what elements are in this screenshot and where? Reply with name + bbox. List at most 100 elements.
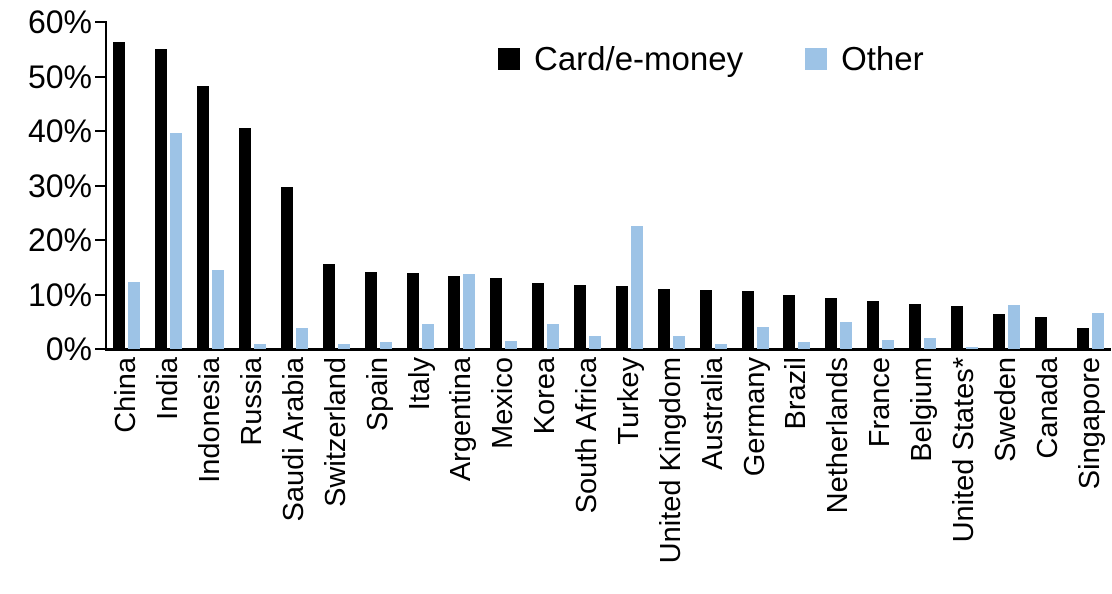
- bar-card-e-money: [909, 304, 922, 349]
- bar-other: [924, 338, 937, 349]
- bar-card-e-money: [113, 42, 126, 349]
- x-label-cell: Korea: [525, 357, 567, 434]
- x-axis-label: China: [110, 357, 143, 433]
- x-label-cell: Saudi Arabia: [274, 357, 316, 521]
- x-label-cell: Australia: [692, 357, 734, 470]
- bar-card-e-money: [741, 291, 754, 349]
- bar-card-e-money: [699, 290, 712, 349]
- bar-other: [714, 343, 727, 349]
- card-e-money-swatch-icon: [498, 47, 520, 70]
- legend-label-card-e-money: Card/e-money: [534, 40, 744, 77]
- x-axis-line: [105, 348, 1111, 351]
- y-axis-tick: [95, 75, 106, 78]
- bar-other: [170, 132, 183, 349]
- bar-group: [860, 22, 902, 349]
- x-axis-label: Belgium: [906, 357, 939, 462]
- x-label-cell: Russia: [232, 357, 274, 446]
- bar-other: [463, 273, 476, 349]
- x-label-cell: Sweden: [985, 357, 1027, 462]
- x-axis-label: Turkey: [612, 357, 645, 445]
- x-label-cell: South Africa: [567, 357, 609, 513]
- x-label-cell: Canada: [1027, 357, 1069, 459]
- x-label-cell: France: [860, 357, 902, 447]
- bar-group: [274, 22, 316, 349]
- x-label-cell: Spain: [357, 357, 399, 431]
- legend-label-other: Other: [841, 40, 924, 77]
- x-axis-labels: China India Indonesia Russia Saudi Arabia Swi…: [106, 357, 1111, 589]
- bar-group: [106, 22, 148, 349]
- bar-group: [1027, 22, 1069, 349]
- x-label-cell: Turkey: [609, 357, 651, 445]
- other-swatch-icon: [805, 47, 828, 70]
- x-axis-label: Sweden: [989, 357, 1022, 462]
- x-axis-label: Netherlands: [822, 357, 855, 514]
- x-label-cell: Brazil: [776, 357, 818, 430]
- y-axis-tick-label: 40%: [27, 113, 92, 149]
- x-label-cell: India: [148, 357, 190, 420]
- bar-other: [756, 327, 769, 349]
- bar-group: [190, 22, 232, 349]
- bar-group: [650, 22, 692, 349]
- x-axis-label: United Kingdom: [654, 357, 687, 564]
- x-label-cell: Switzerland: [315, 357, 357, 507]
- bar-group: [483, 22, 525, 349]
- bar-group: [734, 22, 776, 349]
- bar-card-e-money: [1076, 327, 1089, 349]
- x-axis-label: India: [152, 357, 185, 420]
- x-label-cell: China: [106, 357, 148, 433]
- x-axis-label: France: [864, 357, 897, 448]
- x-axis-label: Russia: [236, 357, 269, 446]
- x-axis-label: Saudi Arabia: [277, 357, 310, 522]
- x-label-cell: Netherlands: [818, 357, 860, 513]
- bar-group: [567, 22, 609, 349]
- bar-other: [840, 322, 853, 349]
- bar-other: [882, 340, 895, 349]
- y-axis-tick: [95, 21, 106, 23]
- bar-other: [1091, 313, 1104, 349]
- y-axis-tick: [95, 293, 106, 296]
- bar-card-e-money: [1034, 316, 1047, 349]
- x-label-cell: Belgium: [902, 357, 944, 462]
- bar-card-e-money: [783, 294, 796, 349]
- x-axis-label: Germany: [738, 357, 771, 477]
- bar-group: [441, 22, 483, 349]
- bar-other: [547, 323, 560, 349]
- bar-other: [505, 341, 518, 349]
- bar-other: [798, 342, 811, 349]
- x-axis-label: Switzerland: [319, 357, 352, 507]
- bar-other: [630, 226, 643, 349]
- bar-other: [212, 269, 225, 349]
- bar-group: [1069, 22, 1111, 349]
- bar-group: [357, 22, 399, 349]
- x-axis-label: Mexico: [487, 357, 520, 449]
- y-axis-tick: [95, 130, 106, 132]
- y-axis-tick: [95, 348, 106, 350]
- bar-other: [965, 347, 978, 349]
- bar-card-e-money: [197, 85, 210, 349]
- bar-card-e-money: [406, 272, 419, 349]
- x-axis-label: Australia: [696, 357, 729, 470]
- y-axis-tick-label: 50%: [27, 58, 92, 95]
- bar-card-e-money: [950, 305, 963, 349]
- bar-group: [902, 22, 944, 349]
- bar-card-e-money: [364, 272, 377, 349]
- bar-card-e-money: [490, 278, 503, 349]
- bar-group: [525, 22, 567, 349]
- x-axis-label: Argentina: [445, 357, 478, 482]
- y-axis-tick-label: 20%: [27, 222, 92, 258]
- bar-card-e-money: [657, 289, 670, 349]
- x-label-cell: United States*: [944, 357, 986, 542]
- bar-group: [944, 22, 986, 349]
- x-label-cell: Italy: [399, 357, 441, 410]
- bar-group: [315, 22, 357, 349]
- x-axis-label: Italy: [403, 357, 436, 411]
- legend-item-other: Other: [805, 42, 924, 75]
- bar-group: [232, 22, 274, 349]
- y-axis-tick-label: 10%: [27, 276, 92, 313]
- x-label-cell: Argentina: [441, 357, 483, 481]
- plot-area: [106, 22, 1111, 349]
- bar-other: [1007, 304, 1020, 349]
- legend-item-card-e-money: Card/e-money: [498, 42, 743, 75]
- x-axis-label: Indonesia: [194, 357, 227, 483]
